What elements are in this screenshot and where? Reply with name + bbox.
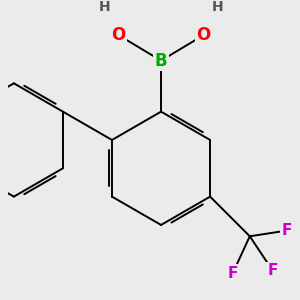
Text: H: H bbox=[99, 0, 110, 14]
Text: F: F bbox=[281, 223, 292, 238]
Text: F: F bbox=[228, 266, 238, 280]
Text: B: B bbox=[155, 52, 167, 70]
Text: F: F bbox=[267, 263, 278, 278]
Text: O: O bbox=[111, 26, 126, 44]
Text: O: O bbox=[196, 26, 211, 44]
Text: H: H bbox=[212, 0, 224, 14]
